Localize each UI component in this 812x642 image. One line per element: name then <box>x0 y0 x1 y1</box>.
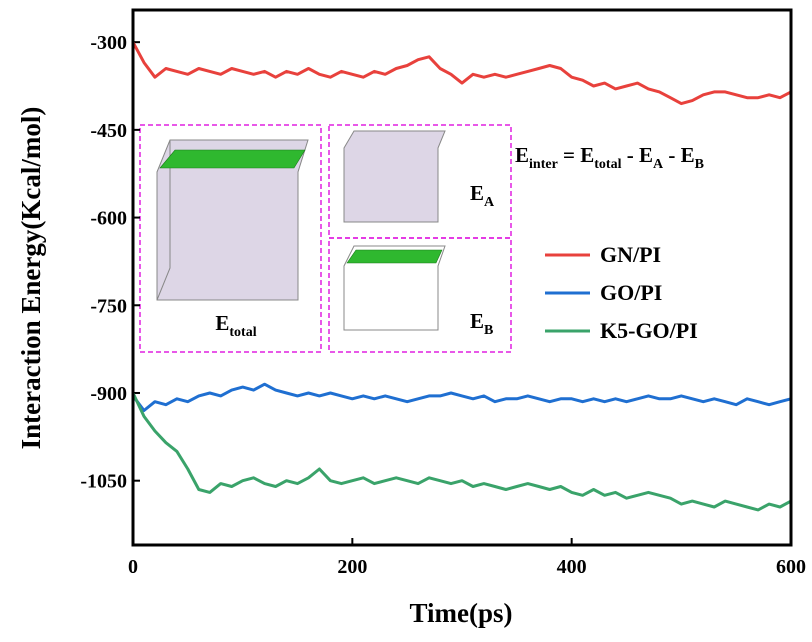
cube <box>344 131 445 222</box>
subscript: total <box>594 157 621 172</box>
x-tick-label: 600 <box>776 556 806 578</box>
y-tick-label: -300 <box>90 32 127 54</box>
subscript: B <box>484 323 493 338</box>
graphene <box>347 250 442 263</box>
subscript: A <box>484 195 495 210</box>
y-tick-label: -450 <box>90 120 127 142</box>
legend-label: GN/PI <box>600 242 661 267</box>
y-tick-label: -600 <box>90 208 127 230</box>
subscript: inter <box>529 157 558 172</box>
x-tick-label: 200 <box>337 556 367 578</box>
x-axis-title: Time(ps) <box>409 598 512 628</box>
inset-label: EB <box>470 309 493 338</box>
inset-label: Etotal <box>215 311 256 340</box>
text-part: - E <box>663 143 695 167</box>
y-axis-title: Interaction Energy(Kcal/mol) <box>16 107 46 450</box>
subscript: total <box>229 325 256 340</box>
series-line <box>133 393 791 510</box>
graphene <box>160 150 305 168</box>
chart: Einter = Etotal - EA - EB Etotal EA EB T… <box>0 0 812 642</box>
legend-label: K5-GO/PI <box>600 318 698 343</box>
inset-label: EA <box>470 181 495 210</box>
y-tick-label: -900 <box>90 383 127 405</box>
series-line <box>133 42 791 103</box>
text-part: E <box>470 309 484 333</box>
inset <box>140 125 511 352</box>
text-part: - E <box>621 143 653 167</box>
text-part: E <box>215 311 229 335</box>
x-tick-label: 400 <box>557 556 587 578</box>
equation: Einter = Etotal - EA - EB <box>515 143 704 172</box>
subscript: B <box>695 157 704 172</box>
legend-label: GO/PI <box>600 280 662 305</box>
series-line <box>133 384 791 410</box>
text-part: E <box>470 181 484 205</box>
x-tick-label: 0 <box>128 556 138 578</box>
text-part: = E <box>558 143 594 167</box>
y-tick-label: -750 <box>90 295 127 317</box>
y-tick-label: -1050 <box>80 471 127 493</box>
text-part: E <box>515 143 529 167</box>
